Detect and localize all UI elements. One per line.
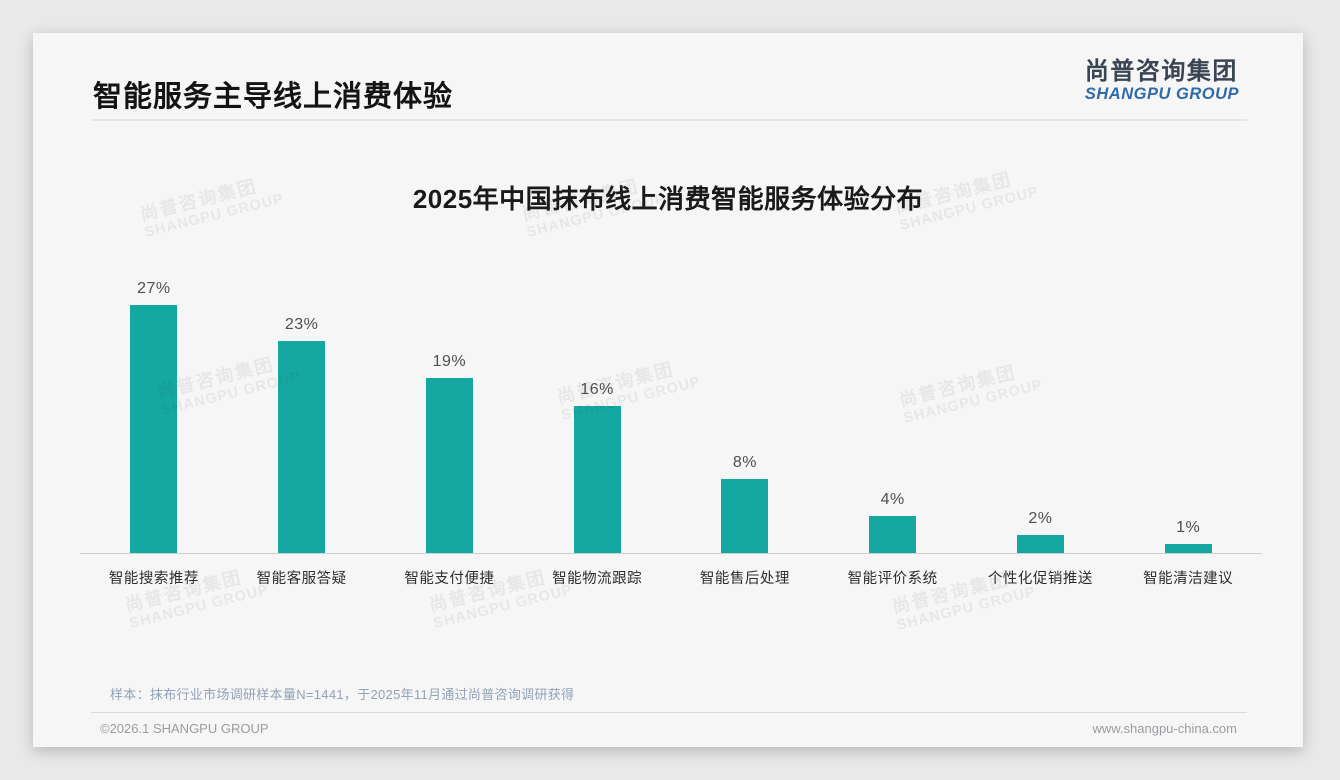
bar: [1016, 534, 1064, 553]
bar-value-label: 4%: [880, 491, 905, 509]
bar: [573, 405, 621, 553]
category-label: 智能支付便捷: [404, 571, 495, 587]
logo-en-text: SHANGPU GROUP: [1084, 85, 1239, 104]
category-label: 智能售后处理: [699, 571, 790, 587]
watermark-en: SHANGPU GROUP: [895, 583, 1038, 634]
footer-divider: [91, 712, 1247, 713]
bar-column: 4%: [819, 263, 967, 553]
bar-value-label: 8%: [732, 454, 757, 472]
x-axis-line: [80, 553, 1262, 554]
bar-value-label: 16%: [580, 380, 614, 398]
bar: [869, 516, 917, 553]
chart-title: 2025年中国抹布线上消费智能服务体验分布: [412, 184, 924, 214]
category-label: 智能搜索推荐: [108, 571, 199, 587]
bar-column: 1%: [1114, 263, 1262, 553]
bar-value-label: 2%: [1028, 509, 1053, 527]
bar: [130, 304, 178, 553]
category-label: 智能清洁建议: [1143, 571, 1234, 587]
watermark-en: SHANGPU GROUP: [128, 581, 271, 632]
bar: [721, 479, 769, 553]
page-title: 智能服务主导线上消费体验: [93, 81, 454, 113]
footer-website: www.shangpu-china.com: [1092, 721, 1237, 736]
category-label: 个性化促销推送: [987, 571, 1093, 587]
logo-cn-text: 尚普咨询集团: [1084, 58, 1238, 85]
bar-column: 16%: [523, 263, 671, 553]
watermark-en: SHANGPU GROUP: [432, 581, 575, 632]
category-axis-labels: 智能搜索推荐 智能客服答疑 智能支付便捷 智能物流跟踪 智能售后处理 智能评价系统 个性化促…: [80, 567, 1262, 588]
header-divider: [91, 119, 1247, 121]
bar-value-label: 27%: [137, 279, 171, 297]
company-logo: 尚普咨询集团 SHANGPU GROUP: [1085, 59, 1239, 104]
footer-copyright: ©2026.1 SHANGPU GROUP: [100, 721, 269, 736]
bar-chart: 27% 23% 19% 16% 8% 4% 2% 1%: [80, 263, 1262, 553]
bar: [1164, 543, 1212, 553]
bar-value-label: 1%: [1176, 518, 1201, 536]
category-label: 智能客服答疑: [256, 571, 347, 587]
bar: [425, 378, 473, 553]
bar-column: 2%: [967, 263, 1115, 553]
category-label: 智能评价系统: [847, 571, 938, 587]
bar-column: 19%: [376, 263, 524, 553]
slide-footer: ©2026.1 SHANGPU GROUP www.shangpu-china.…: [100, 721, 1237, 736]
slide-card: 智能服务主导线上消费体验 尚普咨询集团 SHANGPU GROUP 2025年中…: [33, 33, 1303, 747]
bar-value-label: 19%: [432, 353, 467, 371]
bar-column: 27%: [80, 263, 228, 553]
bar: [278, 341, 326, 553]
category-label: 智能物流跟踪: [552, 571, 643, 587]
sample-footnote: 样本：抹布行业市场调研样本量N=1441，于2025年11月通过尚普咨询调研获得: [110, 687, 575, 702]
bar-column: 8%: [671, 263, 819, 553]
bar-value-label: 23%: [284, 316, 319, 334]
bar-column: 23%: [228, 263, 376, 553]
